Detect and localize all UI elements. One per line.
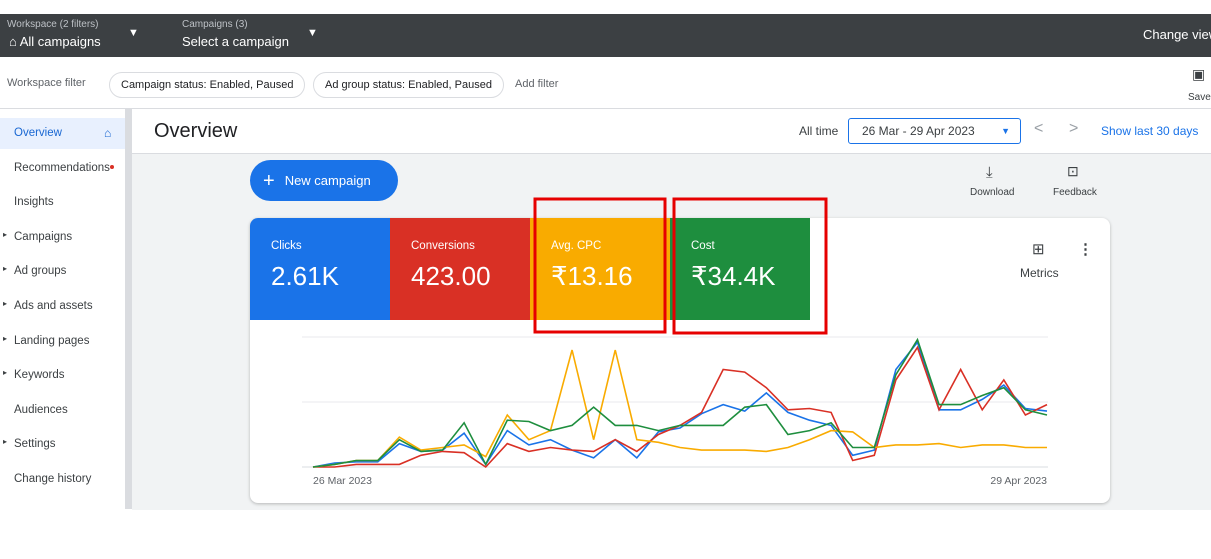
sidebar-divider — [125, 109, 132, 509]
series-line — [312, 337, 1048, 468]
filter-chip[interactable]: Campaign status: Enabled, Paused — [109, 72, 306, 98]
filter-chip[interactable]: Ad group status: Enabled, Paused — [313, 72, 504, 98]
nav-item[interactable]: Landing pages — [14, 334, 90, 347]
filter-bar — [0, 57, 1211, 109]
next[interactable]: > — [1069, 120, 1079, 137]
metric-label: Clicks — [271, 240, 302, 252]
nav-item[interactable]: Keywords — [14, 369, 65, 382]
nav-selected[interactable] — [0, 118, 125, 149]
date-picker[interactable]: 26 Mar - 29 Apr 2023 ▼ — [848, 118, 1021, 144]
metric-card[interactable] — [670, 218, 810, 320]
download[interactable]: Download — [970, 187, 1015, 198]
metric-value: 2.61K — [271, 261, 339, 291]
metrics-button[interactable]: Metrics — [1020, 266, 1059, 280]
nav-item[interactable]: Overview — [14, 127, 62, 139]
workspace-label: Workspace (2 filters) — [7, 19, 99, 30]
metrics-icon[interactable]: ⊞ — [1032, 241, 1045, 258]
nav-item[interactable]: Audiences — [14, 403, 68, 416]
download-icon[interactable]: ⤓ — [986, 164, 993, 181]
more-menu[interactable]: ⋮ — [1078, 241, 1093, 258]
highlight-box — [533, 197, 667, 334]
workspace-value[interactable]: ⌂ All campaigns — [9, 34, 101, 49]
dropdown-arrow: ▼ — [1001, 126, 1010, 136]
expand-arrow: ▸ — [3, 437, 8, 447]
page-title: Overview — [154, 120, 238, 142]
expand-arrow: ▸ — [3, 333, 8, 343]
metric-label: Cost — [691, 240, 715, 252]
series-line — [312, 349, 1047, 468]
nav-item[interactable]: Ads and assets — [14, 300, 93, 312]
highlight-box — [672, 197, 828, 335]
expand-arrow: ▸ — [3, 299, 8, 308]
feedback[interactable]: Feedback — [1053, 187, 1097, 198]
campaigns-value[interactable]: Select a campaign — [182, 34, 289, 49]
date-range: 26 Mar - 29 Apr 2023 — [862, 124, 975, 138]
filter-label: Workspace filter — [7, 77, 86, 89]
nav-item[interactable]: Change history — [14, 473, 92, 485]
expand-arrow: ▸ — [3, 368, 8, 378]
nav-item[interactable]: Recommendations — [14, 161, 110, 174]
metric-value: ₹34.4K — [691, 261, 776, 291]
save[interactable]: Save — [1188, 92, 1211, 103]
workspace-text: All campaigns — [19, 34, 101, 49]
campaigns-label: Campaigns (3) — [182, 19, 248, 30]
expand-arrow: ▸ — [3, 229, 8, 239]
metric-label: Avg. CPC — [551, 240, 602, 252]
save-icon[interactable]: ▣ — [1192, 66, 1206, 82]
nav-item[interactable]: Insights — [14, 196, 54, 209]
feedback-icon[interactable]: ⊡ — [1067, 163, 1079, 179]
metric-card[interactable] — [390, 218, 530, 320]
top-bar — [0, 14, 1211, 57]
prev[interactable]: < — [1034, 120, 1044, 137]
range-label: All time — [799, 124, 839, 138]
nav-item[interactable]: Campaigns — [14, 230, 73, 243]
dropdown-arrow[interactable]: ▼ — [128, 27, 139, 39]
change-view[interactable]: Change view — [1143, 27, 1211, 42]
new-campaign-text: New campaign — [284, 173, 371, 188]
nav-item[interactable]: Settings — [14, 438, 56, 451]
new-campaign[interactable]: + New campaign — [250, 160, 398, 201]
nav-item[interactable]: Ad groups — [14, 265, 67, 278]
metric-value: ₹13.16 — [551, 261, 633, 291]
expand-arrow: ▸ — [3, 264, 8, 274]
metric-card[interactable] — [250, 218, 390, 320]
dropdown-arrow[interactable]: ▼ — [307, 27, 318, 39]
metric-card[interactable] — [530, 218, 670, 320]
alert-dot — [110, 164, 114, 169]
add-filter[interactable]: Add filter — [515, 78, 559, 90]
home-icon: ⌂ — [104, 126, 112, 140]
show-last[interactable]: Show last 30 days — [1101, 124, 1199, 138]
metric-label: Conversions — [411, 240, 475, 252]
metric-value: 423.00 — [411, 261, 491, 291]
header — [132, 109, 1211, 154]
x-tick-label: 29 Apr 2023 — [990, 475, 1047, 487]
x-tick-label: 26 Mar 2023 — [313, 475, 372, 487]
sidebar — [0, 109, 125, 559]
